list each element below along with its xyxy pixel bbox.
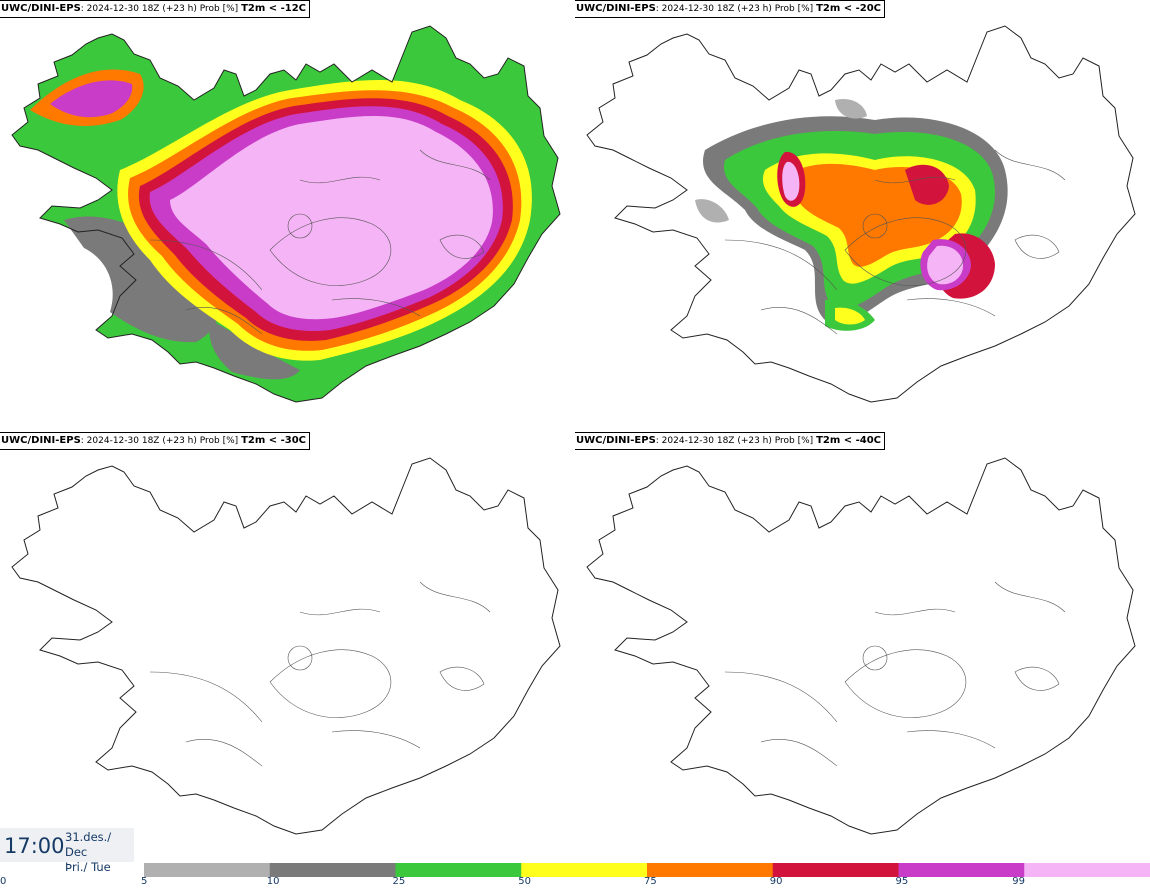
threshold-label: T2m < -12C [241, 3, 307, 14]
probability-colorbar [144, 863, 1150, 877]
colorbar-tick-label: 75 [644, 876, 657, 887]
map-panel-t2m-lt-12c: UWC/DINI-EPS: 2024-12-30 18Z (+23 h) Pro… [0, 0, 575, 432]
model-name: UWC/DINI-EPS [1, 3, 81, 14]
colorbar-segment [144, 863, 271, 877]
panel-title: UWC/DINI-EPS: 2024-12-30 18Z (+23 h) Pro… [0, 0, 311, 18]
panel-title: UWC/DINI-EPS: 2024-12-30 18Z (+23 h) Pro… [0, 432, 311, 450]
colorbar-tick-label: 90 [769, 876, 783, 887]
model-name: UWC/DINI-EPS [576, 435, 656, 446]
run-info: 2024-12-30 18Z (+23 h) Prob [%] [86, 436, 239, 446]
iceland-probability-map[interactable] [575, 432, 1150, 864]
map-panel-t2m-lt-30c: UWC/DINI-EPS: 2024-12-30 18Z (+23 h) Pro… [0, 432, 575, 864]
colorbar-segment [521, 863, 648, 877]
model-name: UWC/DINI-EPS [576, 3, 656, 14]
colorbar-segment [395, 863, 522, 877]
map-panel-t2m-lt-20c: UWC/DINI-EPS: 2024-12-30 18Z (+23 h) Pro… [575, 0, 1150, 432]
colorbar-segment [647, 863, 774, 877]
colorbar-tick-label: 10 [266, 876, 280, 887]
map-panel-t2m-lt-40c: UWC/DINI-EPS: 2024-12-30 18Z (+23 h) Pro… [575, 432, 1150, 864]
colorbar-segment [898, 863, 1025, 877]
colorbar-tick-label: 95 [895, 876, 909, 887]
valid-date-label: 31.des./ Dec [65, 830, 112, 859]
panel-title: UWC/DINI-EPS: 2024-12-30 18Z (+23 h) Pro… [575, 0, 886, 18]
colorbar-tick-label: 99 [1012, 876, 1025, 887]
colorbar-tick-label: 50 [518, 876, 531, 887]
iceland-probability-map[interactable] [0, 0, 575, 432]
threshold-label: T2m < -40C [816, 435, 882, 446]
valid-time: 17:00 [4, 834, 65, 858]
colorbar-tick-label: 5 [141, 876, 148, 887]
threshold-label: T2m < -20C [816, 3, 882, 14]
valid-time-box: 17:00 31.des./ Dec Þri./ Tue [0, 828, 134, 874]
colorbar-segment [772, 863, 899, 877]
valid-day-label: Þri./ Tue [65, 860, 111, 874]
threshold-label: T2m < -30C [241, 435, 307, 446]
colorbar-segment [269, 863, 396, 877]
colorbar-segment [1024, 863, 1150, 877]
run-info: 2024-12-30 18Z (+23 h) Prob [%] [661, 436, 814, 446]
panel-title: UWC/DINI-EPS: 2024-12-30 18Z (+23 h) Pro… [575, 432, 886, 450]
valid-date: 31.des./ Dec Þri./ Tue [65, 830, 134, 875]
run-info: 2024-12-30 18Z (+23 h) Prob [%] [661, 4, 814, 14]
iceland-probability-map[interactable] [575, 0, 1150, 432]
colorbar-tick-label: 25 [392, 876, 406, 887]
model-name: UWC/DINI-EPS [1, 435, 81, 446]
iceland-probability-map[interactable] [0, 432, 575, 864]
run-info: 2024-12-30 18Z (+23 h) Prob [%] [86, 4, 239, 14]
colorbar-tick-label: 0 [0, 876, 7, 887]
